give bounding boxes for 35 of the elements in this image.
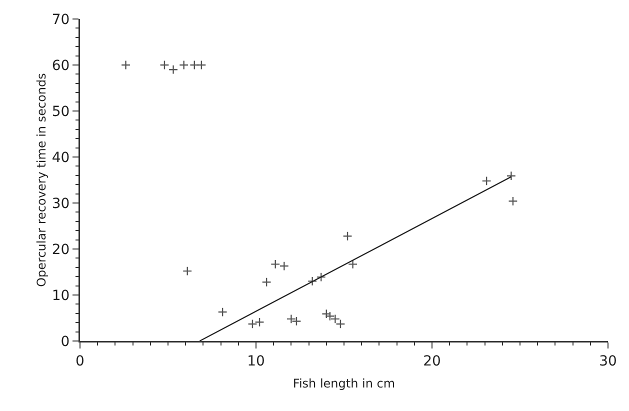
point [316, 272, 326, 282]
point [279, 261, 289, 271]
point [168, 64, 178, 74]
y-tick-label: 0 [60, 334, 70, 350]
y-tick-label: 10 [52, 288, 70, 304]
x-tick-label: 30 [599, 353, 617, 370]
point [342, 231, 352, 241]
y-tick-label: 40 [52, 150, 70, 166]
y-tick-label: 50 [52, 104, 70, 120]
x-tick-label: 10 [247, 353, 265, 370]
point [262, 277, 272, 287]
y-tick-label: 20 [52, 242, 70, 258]
point [160, 60, 170, 70]
point [508, 196, 518, 206]
point [218, 307, 228, 317]
point [254, 317, 264, 327]
x-tick-label: 20 [423, 353, 441, 370]
point [270, 259, 280, 269]
y-tick-label: 30 [52, 196, 70, 212]
point [179, 60, 189, 70]
point [482, 176, 492, 186]
x-tick-label: 0 [76, 353, 84, 370]
y-tick-label: 70 [52, 12, 70, 28]
point [308, 276, 318, 286]
point [506, 171, 516, 181]
y-axis-title: Opercular recovery time in seconds [34, 73, 48, 287]
point [322, 309, 332, 319]
point [182, 266, 192, 276]
point [120, 60, 131, 70]
y-tick-label: 60 [52, 58, 70, 74]
x-axis-title: Fish length in cm [292, 376, 396, 390]
point [348, 259, 358, 269]
point [196, 60, 206, 70]
point [190, 60, 200, 70]
point [248, 319, 258, 329]
